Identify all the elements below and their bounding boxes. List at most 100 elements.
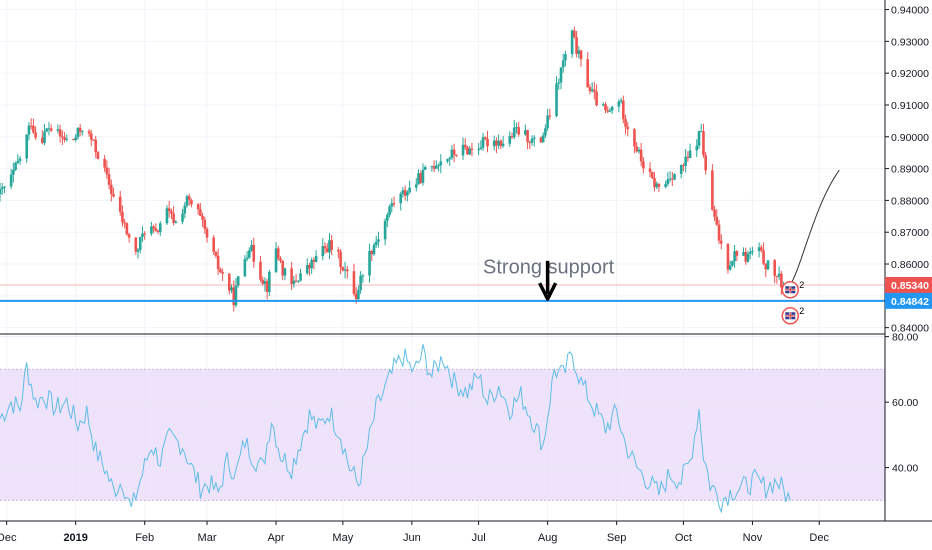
candle-body	[481, 137, 485, 148]
candle-body	[16, 160, 20, 163]
candle-body	[294, 280, 298, 282]
candle-body	[45, 128, 49, 132]
candle-body	[499, 140, 503, 147]
candle-body	[14, 162, 17, 170]
event-marker[interactable]: 2	[781, 306, 804, 325]
candle-body	[0, 189, 2, 195]
candle-body	[279, 258, 282, 261]
candle-body	[653, 177, 656, 188]
candle-body	[9, 174, 13, 187]
candle-body	[668, 178, 672, 180]
candle-body	[773, 260, 776, 276]
candle-body	[138, 237, 142, 250]
candle-body	[775, 275, 779, 277]
candle-body	[608, 110, 612, 112]
candle-body	[110, 184, 113, 195]
candle-body	[479, 147, 483, 150]
candle-body	[670, 178, 674, 180]
candle-body	[577, 50, 581, 54]
candle-body	[252, 245, 256, 262]
candle-body	[259, 261, 262, 280]
candle-body	[12, 169, 15, 175]
candle-body	[0, 187, 4, 190]
candle-body	[212, 237, 216, 252]
candle-body	[642, 161, 645, 169]
candle-body	[123, 222, 126, 224]
candle-body	[495, 140, 498, 146]
candle-body	[450, 149, 454, 158]
candle-body	[308, 265, 311, 269]
candle-body	[216, 255, 220, 270]
candle-body	[49, 128, 53, 131]
candle-body	[408, 187, 411, 193]
candle-body	[586, 59, 589, 88]
candle-body	[401, 190, 405, 194]
candle-body	[648, 168, 652, 173]
candle-body	[92, 139, 95, 141]
candle-body	[141, 233, 144, 238]
candle-body	[512, 127, 516, 138]
candle-body	[339, 251, 342, 268]
candle-body	[548, 115, 552, 117]
candle-body	[546, 115, 549, 129]
event-count: 2	[799, 280, 804, 290]
candle-body	[107, 174, 111, 185]
candle-body	[156, 230, 160, 232]
event-marker[interactable]: 2	[781, 280, 804, 299]
candle-body	[32, 125, 35, 133]
candle-body	[357, 290, 360, 300]
candle-body	[325, 248, 329, 253]
candle-body	[726, 243, 730, 270]
candle-body	[118, 196, 122, 212]
candle-body	[167, 208, 171, 212]
time-tick-label: May	[332, 532, 353, 544]
candle-body	[354, 293, 358, 300]
candle-body	[170, 211, 173, 214]
candle-body	[452, 149, 456, 155]
candle-body	[617, 101, 621, 107]
candle-body	[530, 138, 534, 143]
candle-body	[310, 259, 313, 269]
candle-body	[121, 211, 124, 223]
candle-body	[626, 126, 630, 130]
candle-body	[695, 145, 699, 151]
candle-body	[125, 223, 129, 235]
candle-body	[470, 148, 474, 150]
candle-body	[544, 128, 547, 136]
candle-body	[243, 259, 247, 277]
candle-body	[268, 271, 271, 292]
candle-body	[299, 273, 302, 281]
price-label-text: 0.84842	[891, 296, 929, 308]
candle-body	[461, 144, 465, 156]
candle-body	[717, 224, 721, 241]
candle-body	[575, 37, 578, 54]
price-axis-bg	[885, 0, 932, 550]
candle-body	[760, 247, 763, 251]
candle-body	[466, 147, 469, 155]
candle-body	[528, 142, 532, 144]
candle-body	[684, 156, 687, 166]
candle-body	[248, 250, 251, 258]
candle-body	[368, 250, 371, 276]
candle-body	[713, 209, 716, 217]
candle-body	[704, 155, 707, 171]
candle-body	[655, 183, 659, 188]
candle-body	[697, 131, 701, 146]
candle-body	[579, 50, 583, 60]
price-label-box	[885, 292, 932, 309]
time-axis-bg	[0, 521, 932, 550]
candle-body	[564, 54, 567, 61]
candle-body	[561, 60, 565, 68]
candle-body	[219, 269, 222, 273]
candle-body	[524, 130, 527, 135]
candle-body	[455, 154, 458, 156]
rsi-line	[0, 344, 791, 514]
time-tick-label: Mar	[198, 532, 217, 544]
price-tick-label: 0.90000	[891, 132, 929, 144]
candle-body	[777, 273, 781, 277]
candle-body	[43, 131, 46, 143]
candle-body	[406, 192, 409, 196]
candle-body	[61, 136, 64, 138]
